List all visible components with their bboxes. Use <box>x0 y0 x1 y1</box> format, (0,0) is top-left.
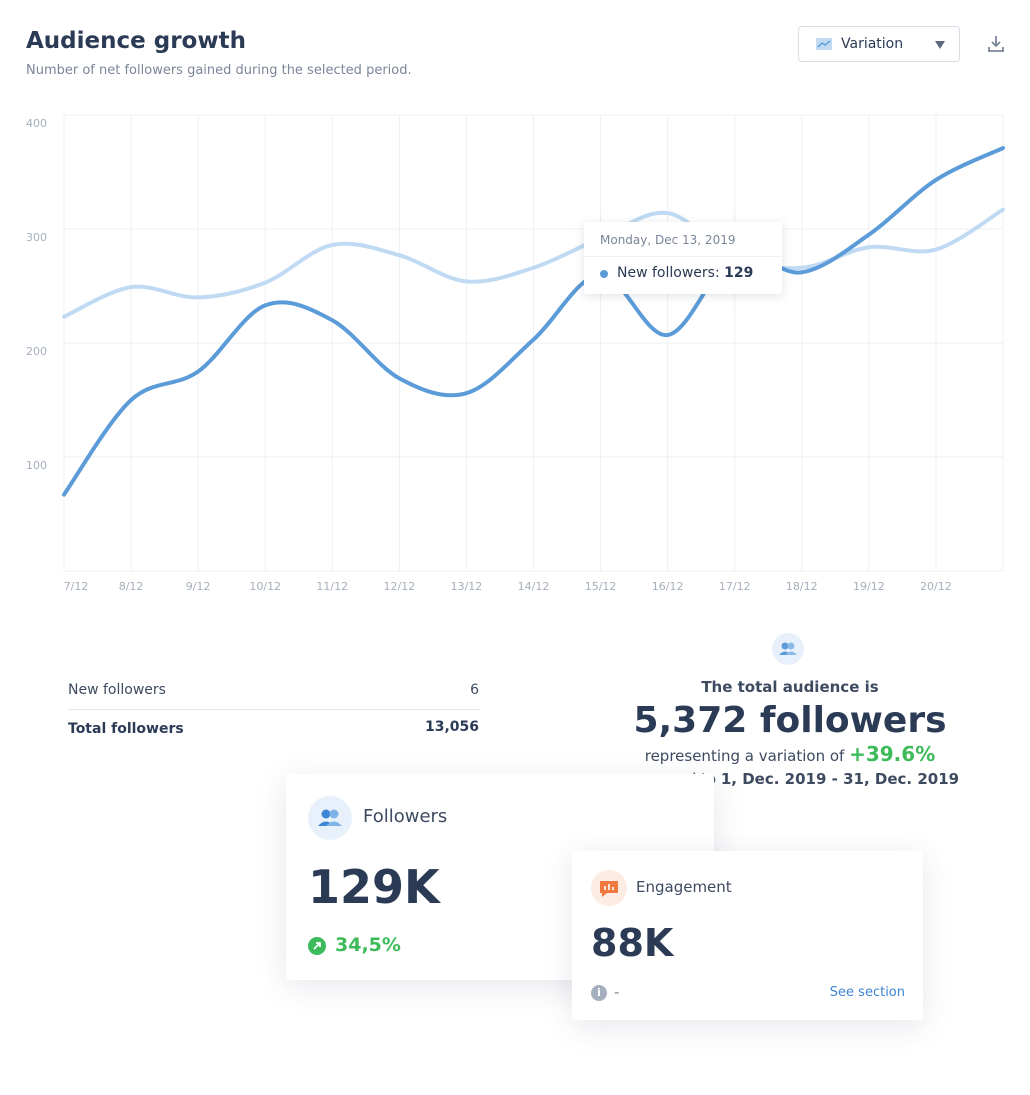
series-line <box>62 146 1005 497</box>
y-tick-label: 300 <box>26 231 47 244</box>
download-icon[interactable] <box>987 35 1005 53</box>
tooltip-divider <box>584 256 782 257</box>
series-line <box>62 207 1005 319</box>
engagement-card: Engagement 88K i - See section <box>572 851 923 1020</box>
summary-lead: The total audience is <box>701 678 879 696</box>
card-value: 129K <box>308 860 440 914</box>
stat-label: Total followers <box>68 721 184 737</box>
y-tick-label: 200 <box>26 345 47 358</box>
chart: 100 200 300 400 7/12 8/12 9/12 10/12 11/12 12/12 1… <box>26 114 1005 593</box>
card-label: Followers <box>363 806 448 827</box>
dropdown[interactable]: Variation <box>798 26 960 62</box>
x-tick-label: 11/12 <box>316 580 348 593</box>
summary-period: 1, Dec. 2019 - 31, Dec. 2019 <box>720 770 960 788</box>
dropdown-label: Variation <box>841 36 904 52</box>
x-tick-label: 8/12 <box>119 580 144 593</box>
dropdown-icon <box>816 38 832 50</box>
card-change: - <box>614 983 620 1001</box>
stat-value: 13,056 <box>424 719 479 735</box>
stat-label: New followers <box>68 682 166 698</box>
summary-variation: +39.6% <box>849 742 936 766</box>
x-tick-label: 16/12 <box>652 580 684 593</box>
x-tick-label: 20/12 <box>920 580 952 593</box>
x-tick-label: 13/12 <box>451 580 483 593</box>
summary-text: representing a variation of <box>644 747 845 765</box>
change-icon <box>308 937 326 955</box>
subtitle: Number of net followers gained during th… <box>26 63 412 78</box>
card-change: 34,5% <box>335 934 401 956</box>
title: Audience growth <box>26 28 246 54</box>
card-label: Engagement <box>636 878 732 896</box>
stat-divider <box>68 709 480 710</box>
see-section-link[interactable]: See section <box>829 985 905 1000</box>
tooltip-date: Monday, Dec 13, 2019 <box>600 233 736 247</box>
x-tick-label: 7/12 <box>64 580 89 593</box>
x-tick-label: 17/12 <box>719 580 751 593</box>
caret <box>935 41 945 49</box>
tooltip-colon: : <box>714 265 725 281</box>
x-tick-label: 15/12 <box>585 580 617 593</box>
audience-icon <box>772 633 804 665</box>
info-icon: i <box>591 985 607 1001</box>
y-tick-label: 100 <box>26 459 47 472</box>
tooltip-value: 129 <box>724 265 754 281</box>
x-tick-label: 12/12 <box>384 580 416 593</box>
summary-total: 5,372 followers <box>633 700 947 741</box>
card-icon <box>308 796 352 840</box>
tooltip: Monday, Dec 13, 2019 New followers: 129 <box>584 222 782 294</box>
card-icon <box>591 870 627 906</box>
stat-value: 6 <box>470 682 479 698</box>
y-tick-label: 400 <box>26 117 47 130</box>
x-tick-label: 19/12 <box>853 580 885 593</box>
x-tick-label: 14/12 <box>518 580 550 593</box>
x-tick-label: 18/12 <box>786 580 818 593</box>
x-tick-label: 9/12 <box>186 580 211 593</box>
tooltip-dot <box>600 270 608 278</box>
tooltip-label: New followers <box>617 265 715 281</box>
x-tick-label: 10/12 <box>249 580 281 593</box>
card-value: 88K <box>591 921 674 965</box>
